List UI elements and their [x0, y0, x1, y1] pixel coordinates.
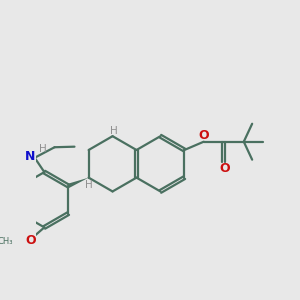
Text: O: O	[219, 162, 230, 175]
Text: H: H	[38, 144, 46, 154]
Polygon shape	[68, 178, 88, 188]
Text: H: H	[110, 126, 118, 136]
Text: N: N	[25, 150, 36, 164]
Text: H: H	[85, 180, 92, 190]
Text: O: O	[26, 234, 36, 247]
Text: O: O	[198, 129, 209, 142]
Text: CH₃: CH₃	[0, 237, 14, 246]
